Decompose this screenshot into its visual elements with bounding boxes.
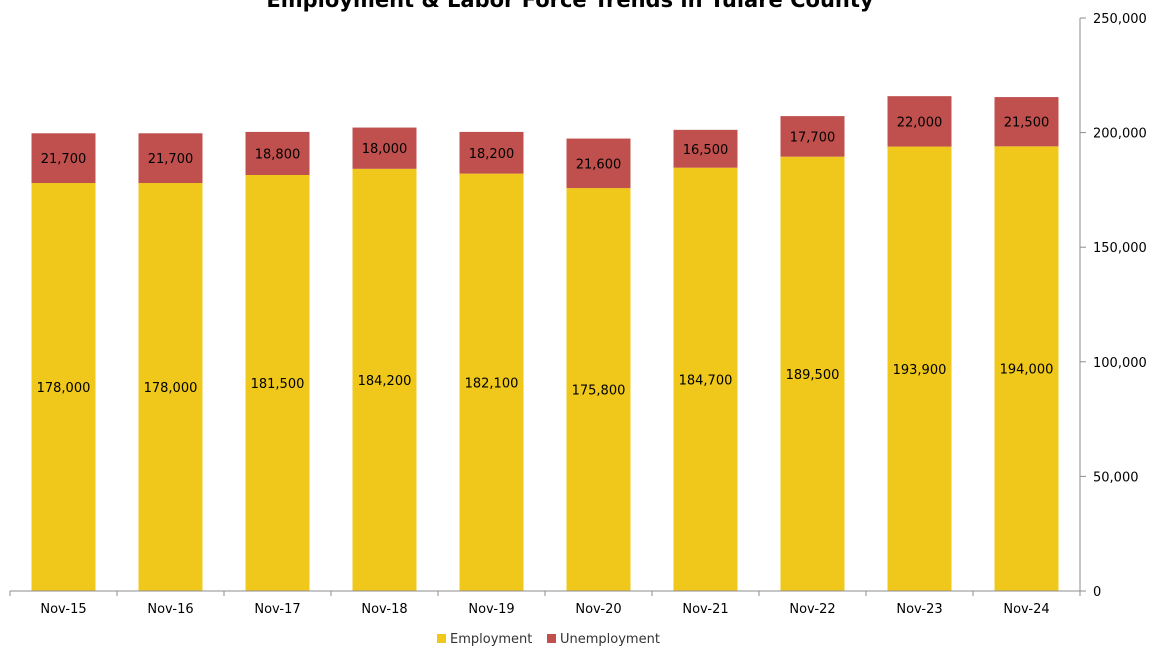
bar-employment-nov-17 <box>245 175 310 591</box>
data-label-employment-nov-15: 178,000 <box>37 381 91 396</box>
y-tick-label: 250,000 <box>1093 12 1147 27</box>
legend-label-employment: Employment <box>450 632 532 647</box>
data-label-unemployment-nov-18: 18,000 <box>362 142 408 157</box>
legend-swatch-employment <box>437 634 446 643</box>
legend: Employment Unemployment <box>437 632 660 647</box>
data-label-unemployment-nov-16: 21,700 <box>148 152 194 167</box>
bar-employment-nov-20 <box>566 188 631 591</box>
data-label-employment-nov-16: 178,000 <box>144 381 198 396</box>
bar-unemployment-nov-23 <box>887 96 952 147</box>
data-label-unemployment-nov-23: 22,000 <box>897 115 943 130</box>
y-tick-label: 50,000 <box>1093 470 1139 485</box>
y-tick-label: 200,000 <box>1093 127 1147 142</box>
bar-unemployment-nov-22 <box>780 116 845 157</box>
bar-employment-nov-23 <box>887 146 952 591</box>
data-label-employment-nov-18: 184,200 <box>358 374 412 389</box>
y-axis: 0 50,000 100,000 150,000 200,000 250,000 <box>1079 12 1147 600</box>
legend-label-unemployment: Unemployment <box>560 632 660 647</box>
x-tick-label: Nov-22 <box>789 602 835 617</box>
data-label-employment-nov-20: 175,800 <box>572 384 626 399</box>
data-label-unemployment-nov-22: 17,700 <box>790 130 836 145</box>
bar-employment-nov-16 <box>138 183 203 591</box>
bar-employment-nov-21 <box>673 167 738 592</box>
data-label-unemployment-nov-21: 16,500 <box>683 143 729 158</box>
x-tick-label: Nov-21 <box>682 602 728 617</box>
data-label-employment-nov-21: 184,700 <box>679 373 733 388</box>
bar-unemployment-nov-24 <box>994 97 1059 147</box>
x-tick-label: Nov-19 <box>468 602 514 617</box>
data-label-unemployment-nov-24: 21,500 <box>1004 116 1050 131</box>
bar-employment-nov-18 <box>352 168 417 591</box>
x-tick-label: Nov-15 <box>40 602 86 617</box>
data-label-employment-nov-24: 194,000 <box>1000 363 1054 378</box>
x-tick-label: Nov-24 <box>1003 602 1049 617</box>
data-label-employment-nov-22: 189,500 <box>786 368 840 383</box>
bar-unemployment-nov-15 <box>31 133 96 184</box>
bar-unemployment-nov-20 <box>566 138 631 189</box>
bar-employment-nov-22 <box>780 156 845 592</box>
bar-unemployment-nov-18 <box>352 127 417 169</box>
data-label-unemployment-nov-19: 18,200 <box>469 147 515 162</box>
x-tick-label: Nov-20 <box>575 602 621 617</box>
data-labels-group: 178,000 21,700 178,000 21,700 181,500 18,800 1… <box>37 115 1054 398</box>
x-tick-label: Nov-23 <box>896 602 942 617</box>
x-tick-label: Nov-16 <box>147 602 193 617</box>
chart-title: Employment & Labor Force Trends in Tular… <box>266 0 873 12</box>
bar-unemployment-nov-21 <box>673 129 738 168</box>
bar-unemployment-nov-16 <box>138 133 203 184</box>
bar-unemployment-nov-19 <box>459 131 524 174</box>
y-tick-label: 100,000 <box>1093 356 1147 371</box>
x-axis: Nov-15 Nov-16 Nov-17 Nov-18 Nov-19 Nov-20 Nov-… <box>9 590 1081 617</box>
data-label-employment-nov-17: 181,500 <box>251 377 305 392</box>
y-tick-label: 0 <box>1093 585 1101 600</box>
data-label-unemployment-nov-17: 18,800 <box>255 147 301 162</box>
bar-employment-nov-19 <box>459 173 524 591</box>
data-label-unemployment-nov-15: 21,700 <box>41 152 87 167</box>
data-label-unemployment-nov-20: 21,600 <box>576 157 622 172</box>
bar-unemployment-nov-17 <box>245 131 310 175</box>
x-tick-label: Nov-17 <box>254 602 300 617</box>
y-tick-label: 150,000 <box>1093 241 1147 256</box>
data-label-employment-nov-19: 182,100 <box>465 376 519 391</box>
x-tick-label: Nov-18 <box>361 602 407 617</box>
bars-group <box>31 96 1059 592</box>
data-label-employment-nov-23: 193,900 <box>893 363 947 378</box>
legend-swatch-unemployment <box>547 634 556 643</box>
bar-employment-nov-15 <box>31 183 96 591</box>
bar-employment-nov-24 <box>994 146 1059 591</box>
